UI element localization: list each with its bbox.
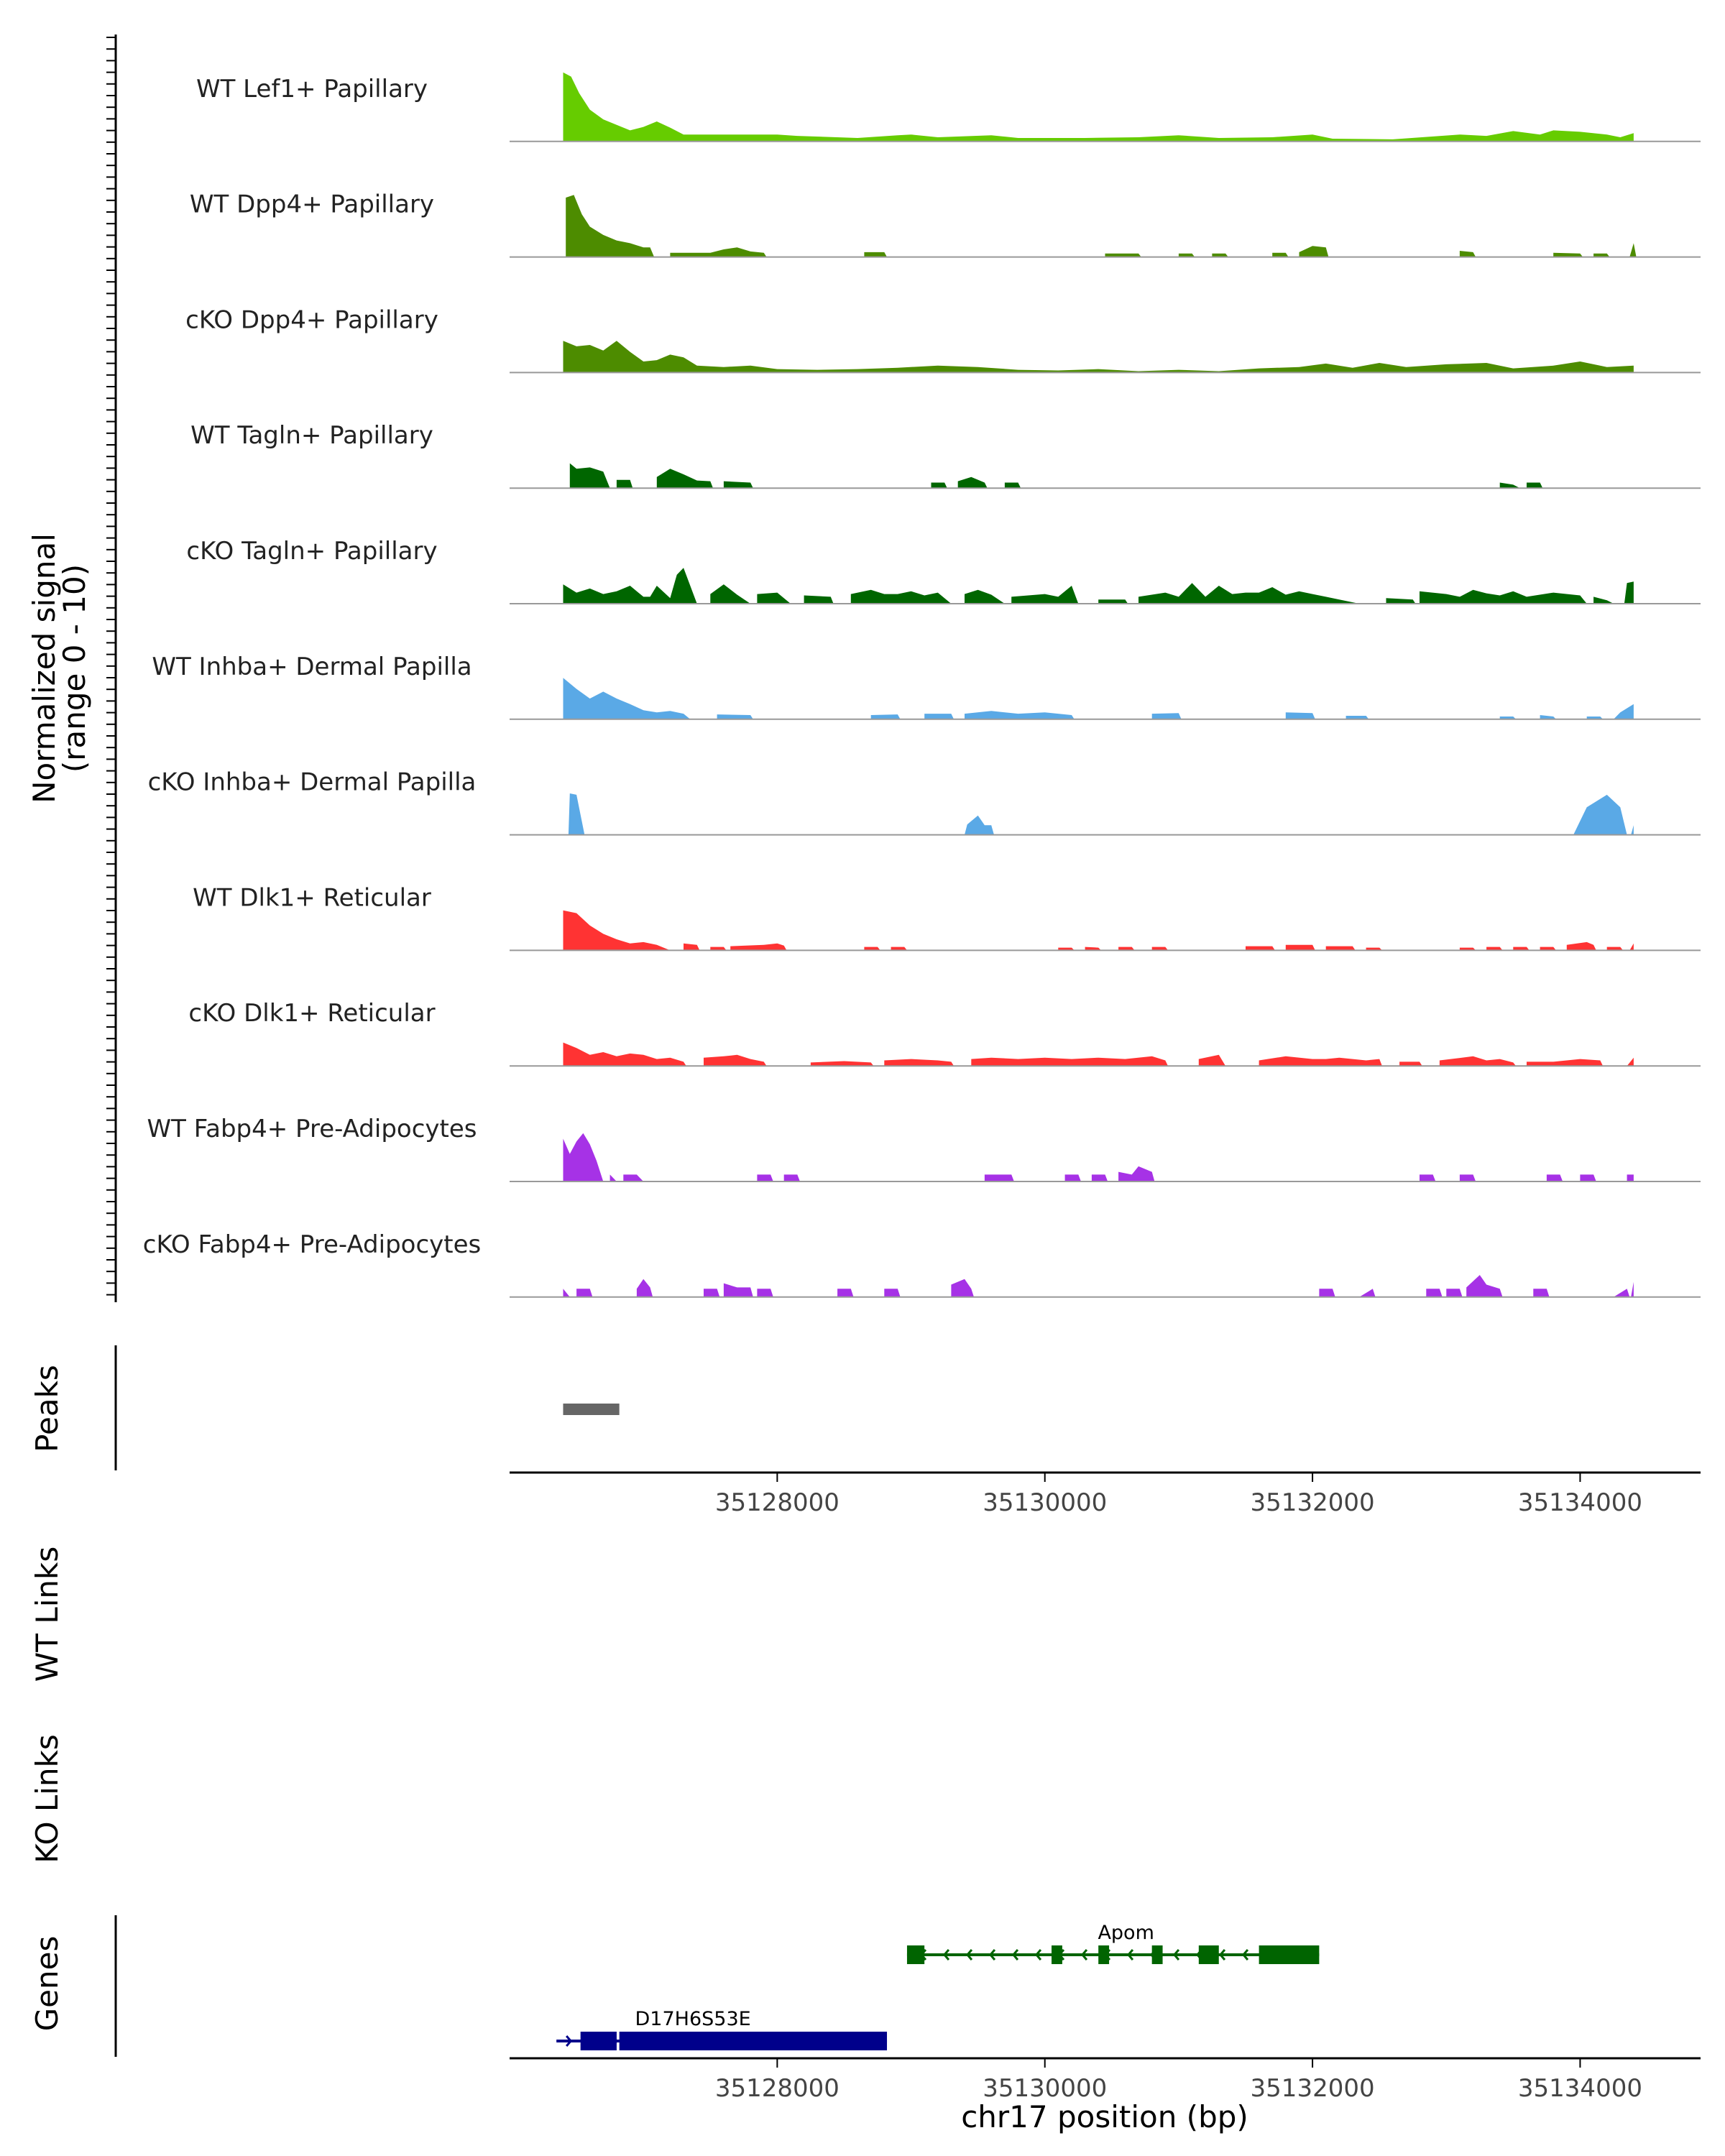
signal-track: WT Inhba+ Dermal Papilla [152,653,1701,720]
signal-y-axis-ticks [106,37,116,1296]
track-label: WT Inhba+ Dermal Papilla [152,653,472,681]
x-tick-label: 35132000 [1251,2074,1375,2103]
signal-area [566,195,1637,257]
peaks-track [563,1404,620,1415]
x-tick-label: 35130000 [983,1488,1107,1517]
gene-model: Apom [906,1922,1320,1964]
gene-name-label: Apom [1098,1922,1154,1944]
track-label: WT Fabp4+ Pre-Adipocytes [147,1115,477,1143]
strand-arrow [566,2035,573,2047]
signal-area [563,341,1634,373]
x-axis-title: chr17 position (bp) [961,2099,1248,2134]
peak-region [563,1404,620,1415]
strand-arrow [1218,1949,1226,1961]
signal-area [563,568,1634,604]
gene-exon [1151,1945,1163,1964]
gene-annotations: Apom D17H6S53E [556,1922,1320,2050]
signal-track: WT Tagln+ Papillary [190,421,1701,489]
signal-area [563,910,1634,951]
x-tick-label: 35130000 [983,2074,1107,2103]
gene-exon [619,2032,888,2050]
strand-arrow [965,1949,973,1961]
x-tick-label: 35134000 [1518,1488,1642,1517]
strand-arrow [1172,1949,1180,1961]
signal-area [563,1042,1634,1067]
signal-area [563,678,1634,719]
peaks-track-title: Peaks [29,1365,65,1452]
signal-track: cKO Tagln+ Papillary [186,537,1701,604]
peaks-x-axis-ticks: 35128000 35130000 35132000 35134000 [715,1473,1642,1517]
x-tick-label: 35134000 [1518,2074,1642,2103]
signal-y-axis-title: Normalized signal [27,533,62,803]
track-label: cKO Dlk1+ Reticular [188,999,435,1028]
track-label: WT Dpp4+ Papillary [190,190,434,219]
gene-exon [580,2032,617,2050]
track-label: cKO Fabp4+ Pre-Adipocytes [143,1230,482,1259]
gene-name-label: D17H6S53E [635,2008,751,2030]
genes-x-axis-ticks: 35128000 35130000 35132000 35134000 [715,2059,1642,2103]
strand-arrow [1034,1949,1042,1961]
strand-arrow [988,1949,996,1961]
ko-links-track-title: KO Links [29,1734,65,1864]
x-tick-label: 35128000 [715,2074,840,2103]
gene-exon [1259,1945,1320,1964]
signal-area [569,463,1543,489]
signal-track: cKO Inhba+ Dermal Papilla [148,768,1701,836]
signal-track: WT Dlk1+ Reticular [193,883,1701,952]
signal-area [563,1275,1634,1297]
gene-exon [1098,1945,1110,1964]
signal-track: cKO Dpp4+ Papillary [185,305,1701,374]
gene-exon [1052,1945,1062,1964]
wt-links-track-title: WT Links [29,1547,65,1682]
gene-exon [1198,1945,1219,1964]
track-label: cKO Tagln+ Papillary [186,537,437,566]
signal-area [568,793,1634,835]
signal-track: WT Fabp4+ Pre-Adipocytes [147,1115,1701,1182]
genes-track-title: Genes [29,1936,65,2032]
track-label: cKO Inhba+ Dermal Papilla [148,768,477,797]
gene-exon [906,1945,925,1964]
strand-arrow [942,1949,950,1961]
signal-track: cKO Dlk1+ Reticular [188,999,1701,1067]
x-tick-label: 35128000 [715,1488,840,1517]
signal-track: cKO Fabp4+ Pre-Adipocytes [143,1230,1701,1298]
track-label: WT Dlk1+ Reticular [193,883,431,912]
strand-arrow [1011,1949,1019,1961]
signal-area [563,1133,1634,1181]
track-label: WT Lef1+ Papillary [196,75,428,103]
signal-area [563,72,1634,142]
signal-y-axis-range: (range 0 - 10) [57,564,92,773]
signal-track: WT Lef1+ Papillary [196,72,1701,142]
strand-arrow [1241,1949,1249,1961]
gene-model: D17H6S53E [556,2008,888,2050]
strand-arrow [1080,1949,1088,1961]
track-label: cKO Dpp4+ Papillary [185,305,438,334]
signal-tracks: WT Lef1+ Papillary WT Dpp4+ Papillary cKO … [143,72,1701,1298]
track-label: WT Tagln+ Papillary [190,421,433,450]
strand-arrow [1126,1949,1134,1961]
signal-track: WT Dpp4+ Papillary [190,190,1701,258]
x-tick-label: 35132000 [1251,1488,1375,1517]
